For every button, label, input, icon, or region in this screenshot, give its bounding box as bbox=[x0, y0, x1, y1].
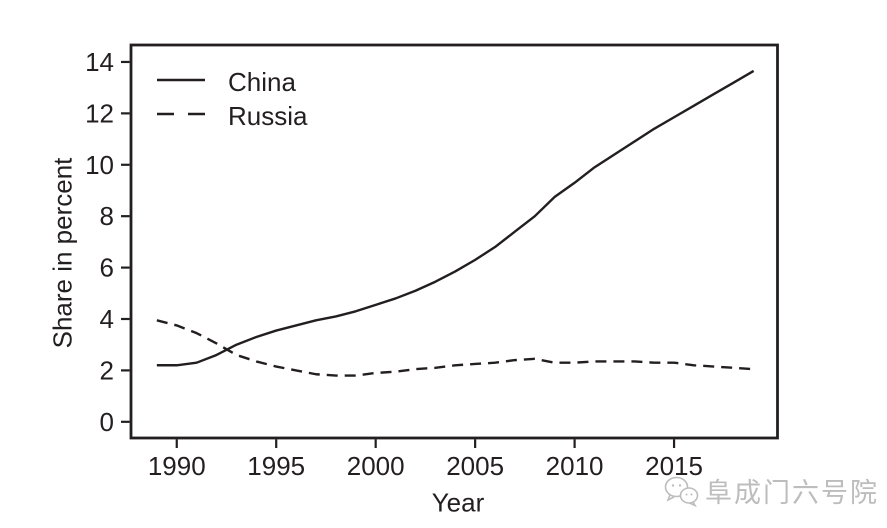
y-tick-label: 12 bbox=[85, 98, 114, 128]
y-tick-label: 0 bbox=[100, 407, 114, 437]
series-russia-line bbox=[156, 319, 754, 377]
legend-label-russia: Russia bbox=[228, 101, 308, 131]
y-tick-label: 14 bbox=[85, 47, 114, 77]
x-tick-label: 2005 bbox=[446, 451, 504, 481]
watermark-text: 阜成门六号院 bbox=[705, 478, 879, 508]
plot-border bbox=[129, 43, 779, 440]
y-tick-label: 6 bbox=[100, 253, 114, 283]
y-tick-label: 2 bbox=[100, 355, 114, 385]
x-tick-label: 2015 bbox=[645, 451, 703, 481]
watermark: 阜成门六号院 bbox=[663, 471, 879, 510]
x-tick-label: 1995 bbox=[247, 451, 305, 481]
y-axis-title: Share in percent bbox=[47, 157, 78, 349]
y-tick-label: 10 bbox=[85, 150, 114, 180]
wechat-bubbles-icon bbox=[664, 476, 699, 507]
x-tick-label: 2000 bbox=[347, 451, 405, 481]
x-axis-title: Year bbox=[431, 487, 485, 518]
legend-label-china: China bbox=[228, 67, 296, 97]
y-tick-label: 8 bbox=[100, 201, 114, 231]
x-tick-label: 2010 bbox=[546, 451, 604, 481]
y-tick-label: 4 bbox=[100, 304, 114, 334]
legend-line-dashed-icon bbox=[157, 112, 205, 116]
legend-line-solid-icon bbox=[157, 78, 205, 82]
series-china-line bbox=[156, 69, 755, 367]
x-tick-label: 1990 bbox=[148, 451, 206, 481]
